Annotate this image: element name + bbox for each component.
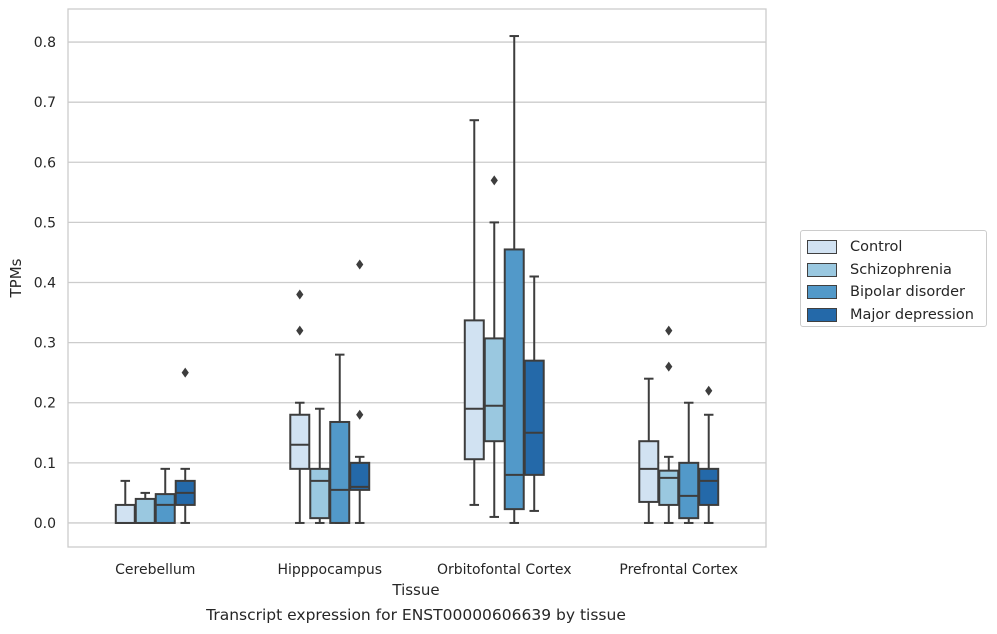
box-iqr	[349, 461, 371, 491]
box-major-depression-1	[349, 259, 371, 524]
y-tick-label: 0.6	[34, 155, 56, 171]
box-iqr	[523, 359, 545, 476]
box-schizophrenia-3	[658, 325, 680, 524]
box-iqr	[503, 248, 525, 511]
box-iqr	[289, 413, 311, 470]
legend-swatch	[807, 307, 837, 322]
legend-swatch	[807, 240, 837, 255]
box-iqr	[154, 493, 176, 524]
x-axis-ticks: Cerebellum Hipppocampus Orbitofontal Corte…	[115, 562, 738, 578]
y-tick-label: 0.7	[34, 95, 56, 111]
box-control-0	[114, 479, 136, 524]
y-tick-label: 0.1	[34, 456, 56, 472]
y-tick-label: 0.3	[34, 336, 56, 352]
legend-item: Bipolar disorder	[807, 281, 986, 304]
legend-label: Bipolar disorder	[850, 284, 965, 301]
outlier-point	[490, 175, 498, 186]
legend-swatch	[807, 285, 837, 300]
y-axis-ticks: 0.0 0.1 0.2 0.3 0.4 0.5 0.6 0.7 0.8	[34, 35, 56, 532]
y-tick-label: 0.4	[34, 276, 56, 292]
outlier-point	[665, 325, 673, 336]
y-tick-label: 0.5	[34, 215, 56, 231]
box-major-depression-2	[523, 275, 545, 512]
x-tick-label: Cerebellum	[115, 562, 195, 578]
y-tick-label: 0.0	[34, 516, 56, 532]
legend-label: Control	[850, 239, 903, 256]
chart-caption: Transcript expression for ENST0000060663…	[206, 606, 626, 624]
box-iqr	[658, 469, 680, 506]
box-schizophrenia-2	[483, 175, 505, 518]
outlier-point	[356, 259, 364, 270]
x-tick-label: Prefrontal Cortex	[619, 562, 738, 578]
legend-item: Major depression	[807, 304, 986, 327]
legend-swatch	[807, 262, 837, 277]
box-series	[114, 35, 720, 524]
legend-item: Schizophrenia	[807, 259, 986, 282]
outlier-point	[665, 361, 673, 372]
box-iqr	[463, 319, 485, 461]
box-bipolar-disorder-3	[678, 401, 700, 524]
y-axis-label: TPMs	[7, 258, 25, 298]
legend-label: Major depression	[850, 306, 974, 323]
outlier-point	[296, 325, 304, 336]
box-major-depression-0	[174, 367, 196, 524]
box-iqr	[638, 440, 660, 503]
box-schizophrenia-0	[134, 491, 156, 524]
outlier-point	[296, 289, 304, 300]
box-bipolar-disorder-2	[503, 35, 525, 524]
outlier-point	[356, 409, 364, 420]
y-tick-label: 0.8	[34, 35, 56, 51]
box-iqr	[483, 337, 505, 443]
x-tick-label: Orbitofontal Cortex	[437, 562, 572, 578]
plot-frame	[67, 8, 767, 548]
box-iqr	[678, 461, 700, 520]
box-bipolar-disorder-1	[329, 353, 351, 524]
box-bipolar-disorder-0	[154, 467, 176, 524]
legend: Control Schizophrenia Bipolar disorder Majo…	[800, 230, 987, 327]
box-iqr	[134, 497, 156, 524]
x-tick-label: Hipppocampus	[277, 562, 382, 578]
legend-item: Control	[807, 236, 986, 259]
box-control-2	[463, 119, 485, 506]
outlier-point	[705, 385, 713, 396]
x-axis-label: Tissue	[391, 581, 439, 599]
box-iqr	[329, 420, 351, 524]
outlier-point	[181, 367, 189, 378]
box-control-1	[289, 289, 311, 524]
box-control-3	[638, 377, 660, 524]
gridlines	[68, 41, 766, 524]
box-iqr	[309, 467, 331, 520]
legend-label: Schizophrenia	[850, 261, 952, 278]
box-schizophrenia-1	[309, 407, 331, 524]
box-iqr	[698, 467, 720, 506]
box-major-depression-3	[698, 385, 720, 524]
box-iqr	[114, 503, 136, 524]
y-tick-label: 0.2	[34, 396, 56, 412]
